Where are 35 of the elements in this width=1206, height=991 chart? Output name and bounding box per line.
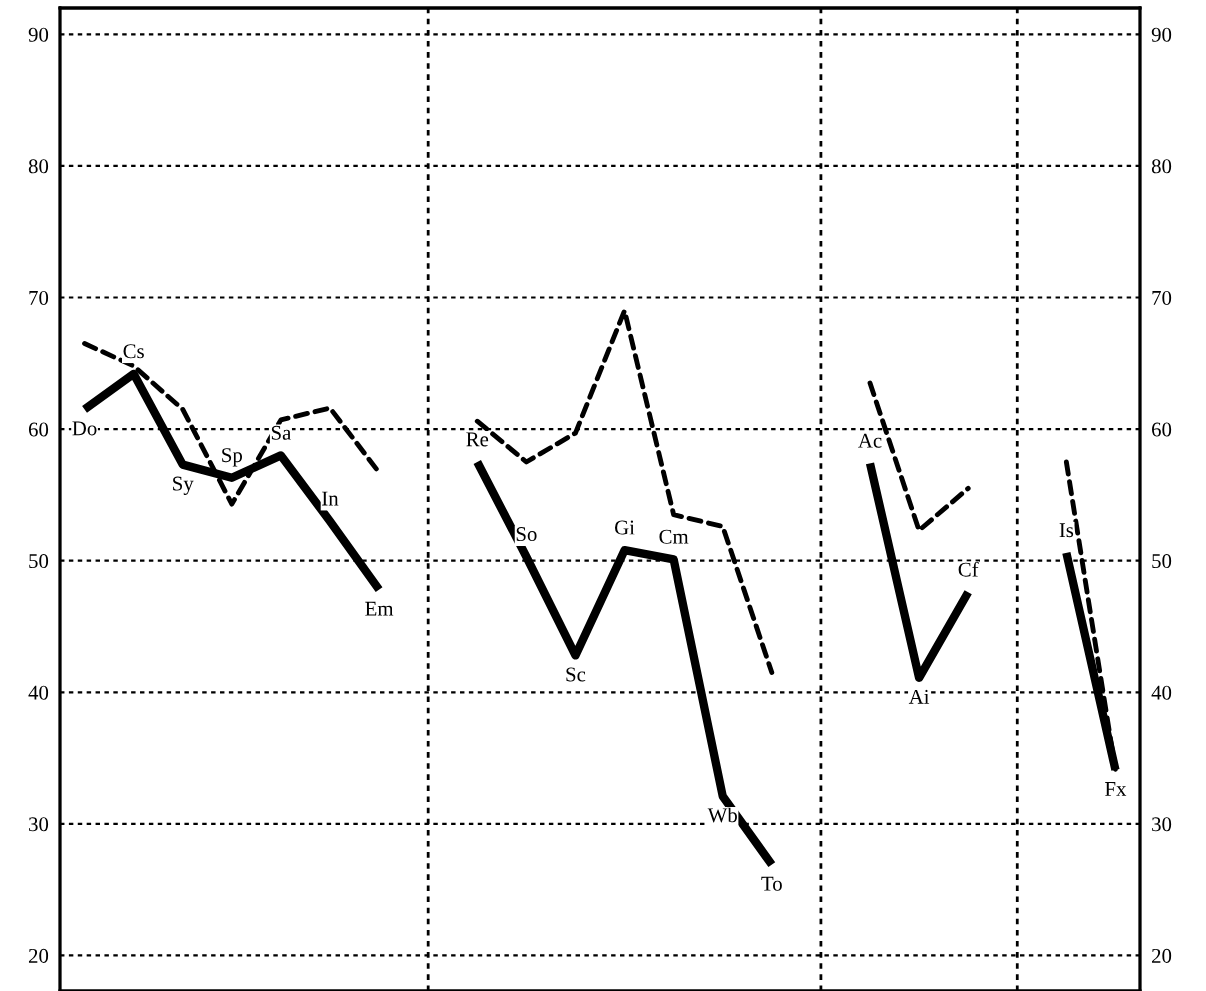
data-label: Sc [566, 667, 586, 682]
data-label: Do [72, 421, 97, 436]
y2-tick-label: 80 [1151, 159, 1172, 174]
data-label: Cm [659, 529, 689, 544]
data-label: Ai [908, 689, 930, 704]
data-label: Wb [707, 807, 737, 823]
y-tick-label: 30 [29, 817, 49, 832]
data-label: Cs [123, 344, 144, 359]
y2-tick-label: 60 [1152, 422, 1172, 437]
data-label: Sy [173, 476, 194, 495]
y2-tick-label: 20 [1152, 948, 1172, 963]
y-tick-label: 90 [28, 27, 49, 42]
data-label: Re [466, 432, 489, 447]
y-tick-label: 20 [28, 948, 49, 963]
data-label: Sa [271, 425, 292, 440]
data-label: To [761, 876, 782, 891]
data-label: Sp [222, 448, 243, 467]
y-tick-label: 70 [29, 290, 49, 305]
data-label: Fx [1105, 782, 1127, 796]
data-label: Is [1059, 523, 1074, 538]
y2-tick-label: 70 [1152, 290, 1172, 305]
y2-tick-label: 30 [1152, 817, 1172, 832]
y2-tick-label: 40 [1151, 685, 1172, 700]
y-tick-label: 50 [29, 554, 49, 569]
data-label: Gi [614, 520, 635, 535]
data-label: Cf [958, 561, 979, 577]
y-tick-label: 80 [28, 159, 49, 174]
data-label: In [322, 491, 339, 506]
y-tick-label: 60 [28, 422, 49, 437]
y2-tick-label: 50 [1152, 554, 1172, 569]
data-label: Ac [858, 433, 882, 448]
y2-tick-label: 90 [1151, 27, 1172, 42]
data-label: So [516, 527, 537, 542]
data-label: Em [365, 601, 394, 616]
y-tick-label: 40 [28, 685, 49, 700]
